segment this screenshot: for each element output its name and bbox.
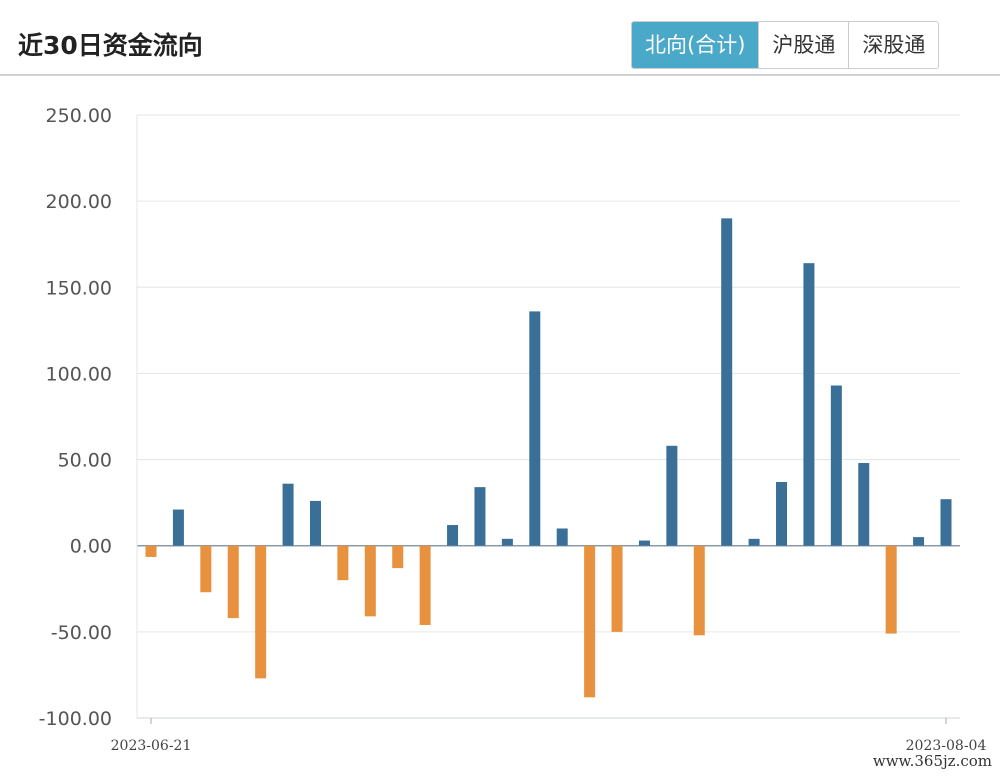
bar (940, 499, 952, 546)
bar (172, 509, 184, 546)
bar (748, 538, 760, 546)
bar (419, 545, 431, 625)
bar (556, 528, 568, 546)
bar (776, 481, 788, 546)
x-tick-label: 2023-06-21 (111, 738, 192, 754)
y-tick-label: 250.00 (46, 105, 112, 127)
tab-shenzhen-connect[interactable]: 深股通 (848, 22, 939, 68)
bar (255, 545, 267, 679)
bar (638, 540, 650, 546)
bar (447, 525, 459, 546)
y-tick-label: 50.00 (58, 450, 112, 472)
bar (337, 545, 349, 581)
bar (858, 463, 870, 546)
bar (282, 483, 294, 546)
y-tick-label: 100.00 (46, 363, 112, 385)
bar (501, 538, 513, 546)
x-tick-label: 2023-08-04 (906, 738, 987, 754)
bar (803, 263, 815, 546)
header-divider (0, 74, 1000, 76)
bar (885, 545, 897, 634)
watermark: www.365jz.com (872, 752, 992, 770)
tab-group: 北向(合计) 沪股通 深股通 (631, 21, 940, 69)
bar (611, 545, 623, 632)
y-tick-label: 150.00 (46, 277, 112, 299)
bar (666, 445, 678, 546)
bar (584, 545, 596, 698)
y-tick-label: 200.00 (46, 191, 112, 213)
bar (364, 545, 376, 617)
bar (830, 385, 842, 546)
bar (200, 545, 212, 593)
bar (721, 218, 733, 546)
bar (913, 537, 925, 546)
bar (309, 500, 321, 546)
y-tick-label: 0.00 (70, 536, 112, 558)
bar (145, 545, 157, 557)
y-tick-label: -50.00 (51, 622, 112, 644)
bar (529, 311, 541, 546)
bar (693, 545, 705, 636)
bar (474, 487, 486, 546)
page-title: 近30日资金流向 (18, 31, 203, 60)
tab-north-total[interactable]: 北向(合计) (632, 22, 759, 68)
bar (392, 545, 404, 569)
y-tick-label: -100.00 (39, 708, 112, 730)
tab-shanghai-connect[interactable]: 沪股通 (758, 22, 849, 68)
bar (227, 545, 239, 619)
